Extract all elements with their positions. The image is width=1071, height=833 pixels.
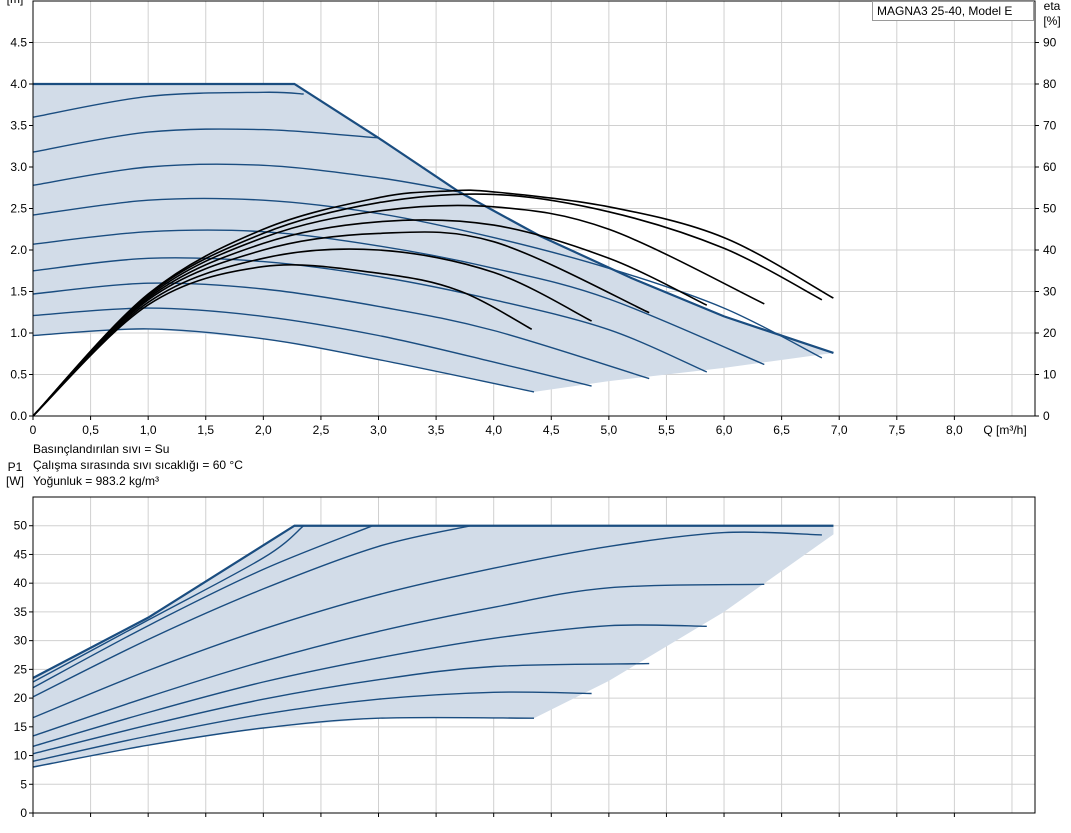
head-chart: 0.00.51.01.52.02.53.03.54.04.5H[m]00,51,… <box>7 0 1061 437</box>
efficiency-curve <box>32 264 533 417</box>
y-tick-label: 4.5 <box>10 36 27 50</box>
efficiency-curve <box>32 219 708 417</box>
info-fluid: Basınçlandırılan sıvı = Su <box>33 442 170 456</box>
power-curve <box>32 531 822 719</box>
x-tick-label: 3,5 <box>428 423 445 437</box>
efficiency-curve <box>32 248 592 417</box>
speed-curve <box>32 282 650 380</box>
x-tick-label: 5,0 <box>601 423 618 437</box>
max-curve <box>33 82 834 354</box>
x-tick-label: 1,5 <box>197 423 214 437</box>
power-chart: 0 5 10 15 20 25 30 35 40 45 50 P1[W] <box>6 460 1036 820</box>
power-curve <box>32 525 374 689</box>
efficiency-curve <box>32 231 650 417</box>
y-tick-label: 0 <box>20 806 27 820</box>
y2-axis-label: [%] <box>1043 14 1060 28</box>
y-tick-label: 40 <box>14 576 28 590</box>
y-tick-label: 3.0 <box>10 160 27 174</box>
x-tick-label: 1,0 <box>140 423 157 437</box>
y2-tick-label: 60 <box>1043 160 1057 174</box>
x-tick-label: 2,0 <box>255 423 272 437</box>
x-tick-label: 7,0 <box>831 423 848 437</box>
speed-curve <box>32 128 379 153</box>
x-tick-label: 0 <box>30 423 37 437</box>
model-label: MAGNA3 25-40, Model E <box>872 1 1034 21</box>
y2-tick-label: 0 <box>1043 409 1050 423</box>
plot-frame <box>32 496 1036 814</box>
x-tick-label: 6,0 <box>716 423 733 437</box>
y-tick-label: 4.0 <box>10 77 27 91</box>
info-temperature: Çalışma sırasında sıvı sıcaklığı = 60 °C <box>33 458 243 472</box>
power-curve <box>32 662 650 755</box>
y2-tick-label: 80 <box>1043 77 1057 91</box>
x-tick-label: 5,5 <box>658 423 675 437</box>
y2-tick-label: 70 <box>1043 119 1057 133</box>
speed-curve <box>32 91 304 118</box>
speed-curve <box>32 257 708 373</box>
y-tick-label: 1.0 <box>10 326 27 340</box>
speed-curve <box>32 197 823 359</box>
y-tick-label: 1.5 <box>10 285 27 299</box>
power-curve <box>32 691 592 762</box>
y-tick-label: 45 <box>14 547 28 561</box>
efficiency-curve <box>32 189 834 417</box>
y-tick-label: 0.5 <box>10 368 27 382</box>
y2-tick-label: 20 <box>1043 326 1057 340</box>
y-tick-label: 15 <box>14 720 28 734</box>
max-curve <box>32 524 834 679</box>
y-tick-label: 25 <box>14 662 28 676</box>
info-density: Yoğunluk = 983.2 kg/m³ <box>33 474 159 488</box>
y-tick-label: 2.5 <box>10 202 27 216</box>
y-tick-label: 5 <box>20 777 27 791</box>
x-tick-label: 7,5 <box>888 423 905 437</box>
operating-area <box>33 84 834 392</box>
speed-curve <box>32 229 765 366</box>
x-tick-label: 6,5 <box>773 423 790 437</box>
y2-tick-label: 50 <box>1043 202 1057 216</box>
y-tick-label: 35 <box>14 605 28 619</box>
power-curve <box>32 583 765 737</box>
y-axis-label: P1 <box>8 460 23 474</box>
x-tick-label: 0,5 <box>82 423 99 437</box>
speed-curve <box>32 163 460 193</box>
y-tick-label: 50 <box>14 519 28 533</box>
y-axis-label: [W] <box>6 474 24 488</box>
power-curve <box>32 624 707 748</box>
x-tick-label: 3,0 <box>370 423 387 437</box>
y-tick-label: 3.5 <box>10 119 27 133</box>
y-tick-label: 10 <box>14 749 28 763</box>
power-curve <box>32 716 535 768</box>
y-tick-label: 20 <box>14 691 28 705</box>
y-tick-label: 30 <box>14 634 28 648</box>
operating-area <box>33 525 834 768</box>
y2-axis-label: eta <box>1044 0 1061 13</box>
y-tick-label: 0.0 <box>10 409 27 423</box>
y2-tick-label: 10 <box>1043 368 1057 382</box>
y2-tick-label: 40 <box>1043 243 1057 257</box>
y2-tick-label: 30 <box>1043 285 1057 299</box>
x-tick-label: 2,5 <box>313 423 330 437</box>
x-tick-label: 8,0 <box>946 423 963 437</box>
x-tick-label: 4,0 <box>485 423 502 437</box>
power-curve <box>32 525 305 683</box>
x-axis-label: Q [m³/h] <box>983 423 1026 437</box>
y-tick-label: 2.0 <box>10 243 27 257</box>
y-axis-label: [m] <box>7 0 24 6</box>
power-curve <box>32 525 471 698</box>
efficiency-curve <box>32 204 765 417</box>
y2-tick-label: 90 <box>1043 36 1057 50</box>
x-tick-label: 4,5 <box>543 423 560 437</box>
